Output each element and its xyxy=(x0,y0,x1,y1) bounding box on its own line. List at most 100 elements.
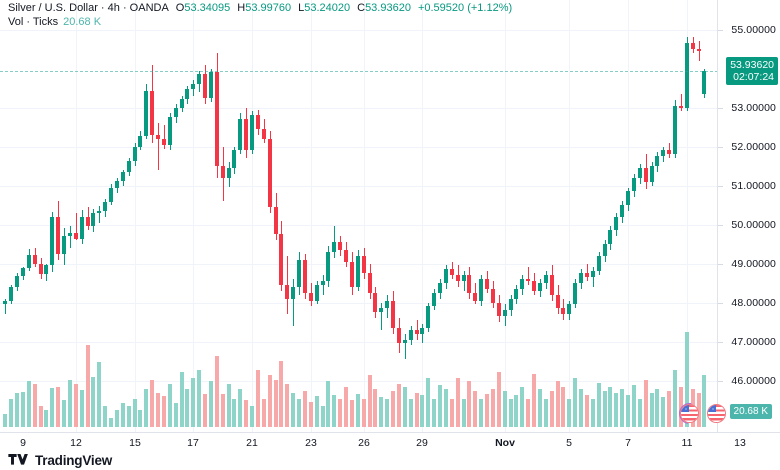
current-price-value: 53.93620 xyxy=(730,59,774,72)
candle-body xyxy=(691,43,695,50)
candle-wick xyxy=(422,323,423,344)
candle-body xyxy=(632,177,636,192)
candle-body xyxy=(373,292,377,313)
legend-volume-row[interactable]: Vol · Ticks 20.68 K xyxy=(8,16,512,29)
time-tick-label: 17 xyxy=(187,437,199,449)
candle-wick xyxy=(528,267,529,285)
volume-bar xyxy=(203,393,207,427)
candle-body xyxy=(685,43,689,108)
candle-body xyxy=(56,216,60,254)
price-tick-mark xyxy=(718,264,723,265)
current-price-tag[interactable]: 53.93620 02:07:24 xyxy=(726,57,778,86)
candle-body xyxy=(456,275,460,282)
volume-bar xyxy=(162,395,166,427)
candle-body xyxy=(391,300,395,328)
candle-body xyxy=(197,74,201,85)
candle-body xyxy=(485,279,489,289)
volume-bar xyxy=(185,389,189,427)
volume-bar xyxy=(379,396,383,427)
grid-line-horizontal xyxy=(0,381,718,382)
volume-bar xyxy=(626,394,630,427)
candle-body xyxy=(309,292,313,301)
candle-body xyxy=(415,329,419,334)
volume-bar xyxy=(326,381,330,427)
volume-bar xyxy=(68,379,72,427)
volume-bar xyxy=(450,398,454,427)
volume-bar xyxy=(250,406,254,427)
volume-value-tag[interactable]: 20.68 K xyxy=(729,404,772,419)
volume-bar xyxy=(514,394,518,427)
volume-bar xyxy=(538,389,542,427)
legend-title-row[interactable]: Silver / U.S. Dollar · 4h · OANDA O53.340… xyxy=(8,2,512,15)
price-tick-label: 50.00000 xyxy=(731,218,776,231)
volume-bar xyxy=(80,389,84,427)
time-tick-label: 15 xyxy=(129,437,141,449)
candle-body xyxy=(344,249,348,262)
volume-bar xyxy=(62,400,66,427)
candle-body xyxy=(238,119,242,151)
price-tick-label: 52.00000 xyxy=(731,140,776,153)
volume-bar xyxy=(585,394,589,427)
volume-bar xyxy=(485,393,489,427)
time-tick-label: 29 xyxy=(416,437,428,449)
candle-body xyxy=(450,269,454,276)
volume-bar xyxy=(385,398,389,427)
grid-line-vertical xyxy=(364,0,365,432)
volume-bar xyxy=(632,385,636,427)
candle-body xyxy=(673,105,677,155)
volume-study-label[interactable]: Vol · Ticks xyxy=(8,16,59,28)
tradingview-logo[interactable]: TradingView xyxy=(8,452,112,468)
volume-bar xyxy=(473,390,477,427)
candle-body xyxy=(620,205,624,217)
candle-wick xyxy=(70,226,71,248)
candle-wick xyxy=(699,41,700,61)
price-tick-label: 48.00000 xyxy=(731,296,776,309)
candle-wick xyxy=(405,333,406,360)
candle-body xyxy=(520,279,524,289)
candle-body xyxy=(144,91,148,136)
volume-bar xyxy=(420,394,424,427)
volume-bar xyxy=(432,398,436,427)
volume-bar xyxy=(479,398,483,427)
candle-body xyxy=(356,255,360,287)
volume-bar xyxy=(344,387,348,427)
volume-bar xyxy=(685,332,689,427)
candle-body xyxy=(291,286,295,299)
price-tick-mark xyxy=(718,381,723,382)
time-axis[interactable]: 9 12 15 17 21 23 26 29 Nov 5 7 11 13 xyxy=(0,432,780,455)
current-price-line xyxy=(0,71,718,72)
symbol-name[interactable]: Silver / U.S. Dollar xyxy=(8,2,98,14)
volume-bar xyxy=(144,389,148,427)
candle-body xyxy=(614,216,618,231)
volume-bar xyxy=(256,370,260,427)
candle-body xyxy=(667,150,671,155)
time-tick-label: 21 xyxy=(246,437,258,449)
volume-bar xyxy=(644,379,648,427)
grid-line-vertical xyxy=(422,0,423,432)
volume-bar xyxy=(362,398,366,427)
candle-body xyxy=(626,191,630,206)
candle-body xyxy=(180,98,184,108)
us-flag-event-icon[interactable] xyxy=(680,404,699,423)
volume-bar xyxy=(491,389,495,427)
volume-bar xyxy=(409,398,413,427)
volume-bar xyxy=(33,384,37,427)
grid-line-vertical xyxy=(135,0,136,432)
candle-body xyxy=(326,251,330,282)
volume-bar xyxy=(556,381,560,427)
volume-bar xyxy=(315,395,319,427)
candle-body xyxy=(62,236,66,254)
candle-body xyxy=(86,216,90,227)
time-tick-label: 12 xyxy=(70,437,82,449)
price-axis[interactable]: 55.00000 53.00000 52.00000 51.00000 50.00000… xyxy=(717,0,780,432)
volume-bar xyxy=(9,398,13,427)
candle-body xyxy=(74,233,78,240)
candle-body xyxy=(80,216,84,240)
candle-body xyxy=(109,187,113,202)
chart-plot-area[interactable] xyxy=(0,0,741,432)
us-flag-event-icon[interactable] xyxy=(707,404,726,423)
interval-label[interactable]: 4h xyxy=(107,2,120,14)
ohlc-open: O53.34095 xyxy=(176,2,230,14)
volume-bar xyxy=(180,371,184,427)
